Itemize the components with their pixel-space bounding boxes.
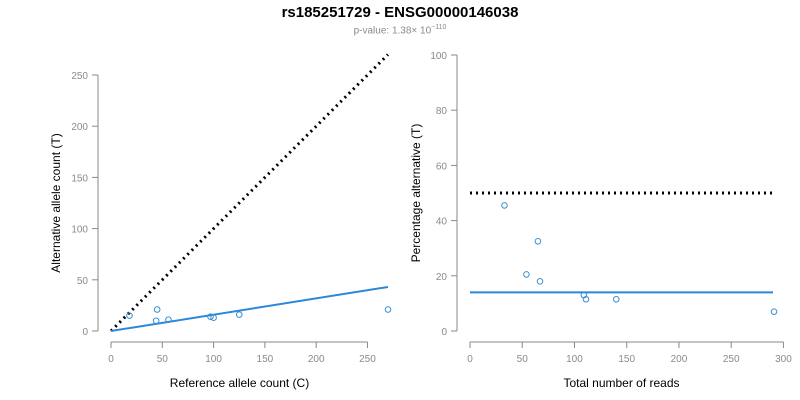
pvalue-exponent: −110 [431,24,447,31]
y-tick-label: 100 [430,51,447,62]
x-tick-label: 0 [108,354,114,365]
data-point [126,312,133,319]
reference-line [109,53,390,333]
data-point [153,306,161,313]
left-scatter-panel: 0 50 100 150 200 250 0 50 100 150 200 250 Reference … [49,53,392,390]
data-point [384,306,392,313]
data-point [235,311,243,318]
x-tick-label: 150 [257,354,274,365]
y-tick-label: 40 [436,217,448,228]
data-point [152,317,160,325]
data-point [207,313,214,320]
x-tick-label: 50 [157,354,169,365]
x-tick-label: 200 [308,354,325,365]
y-tick-label: 200 [71,122,88,133]
pvalue-subtitle: p-value: 1.38× 10−110 [0,24,800,36]
data-point [612,295,620,303]
data-point [582,295,590,303]
y-tick-label: 0 [441,327,447,338]
x-tick-label: 50 [517,354,529,365]
pvalue-text: p-value: 1.38× 10 [353,25,432,37]
y-axis-title: Alternative allele count (T) [49,133,63,272]
data-point [770,308,778,315]
y-axis-title: Percentage alternative (T) [409,124,423,263]
x-tick-label: 100 [205,354,222,365]
y-tick-label: 250 [71,71,88,82]
y-tick-label: 80 [436,106,448,117]
data-point [536,278,544,285]
y-tick-label: 0 [82,327,88,338]
x-tick-label: 200 [671,354,688,365]
x-tick-label: 0 [467,354,473,365]
x-tick-label: 250 [359,354,376,365]
x-tick-label: 250 [723,354,740,365]
x-axis-title: Reference allele count (C) [170,376,309,390]
right-scatter-panel: 0 50 100 150 200 250 300 0 20 40 60 80 100 Total numb… [409,51,792,390]
x-tick-label: 300 [775,354,792,365]
data-point [523,271,530,278]
y-tick-label: 50 [77,276,89,287]
data-point [501,202,508,209]
data-point [165,316,172,324]
chart-title: rs185251729 - ENSG00000146038 [281,4,519,21]
x-axis-title: Total number of reads [563,376,679,390]
data-point [534,238,542,245]
data-point [210,314,217,321]
x-tick-label: 150 [618,354,635,365]
fit-line [110,285,389,332]
x-tick-label: 100 [566,354,583,365]
y-tick-label: 20 [436,272,448,283]
y-tick-label: 150 [71,173,88,184]
y-tick-label: 60 [436,161,448,172]
y-tick-label: 100 [71,225,88,236]
